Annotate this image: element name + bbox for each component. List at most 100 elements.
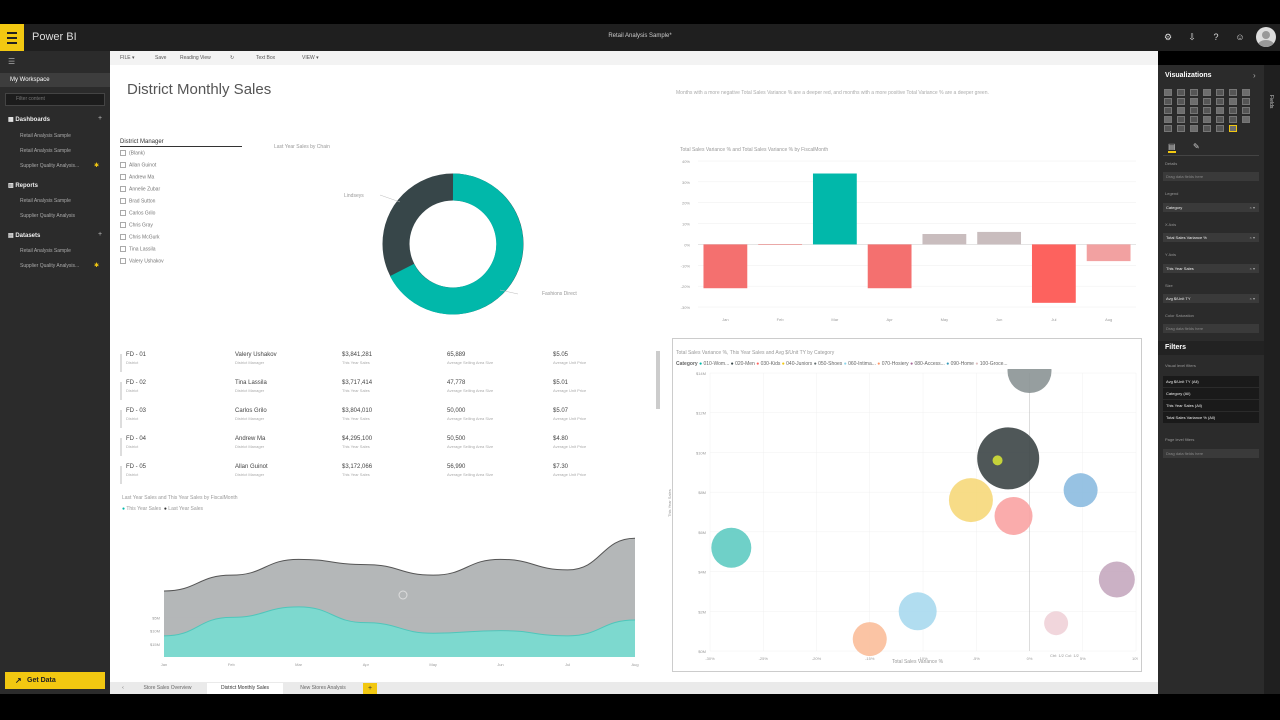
cards-scrollbar[interactable] <box>656 351 660 409</box>
filter-item[interactable]: Avg $/Unit TY (All) <box>1163 376 1259 387</box>
visual-type-icon[interactable] <box>1177 116 1185 123</box>
filter-item[interactable]: Total Sales Variance % (All) <box>1163 412 1259 423</box>
legend-item[interactable]: ● 060-Intima... <box>843 361 876 367</box>
scatter-bubble[interactable] <box>1063 473 1098 508</box>
card-row[interactable]: FD - 02 District Tina Lassila District Mana… <box>120 380 650 408</box>
visual-type-icon[interactable] <box>1216 89 1224 96</box>
refresh-icon[interactable]: ↻ <box>230 55 235 61</box>
legend-item[interactable]: ● 050-Shoes <box>813 361 843 367</box>
visual-type-icon[interactable] <box>1216 116 1224 123</box>
checkbox-icon[interactable] <box>120 198 126 204</box>
visual-type-icon[interactable] <box>1203 107 1211 114</box>
details-well[interactable]: Drag data fields here <box>1163 172 1259 181</box>
nav-dashboard-item[interactable]: Retail Analysis Sample <box>20 133 71 139</box>
visual-type-icon[interactable] <box>1164 98 1172 105</box>
slicer-item[interactable]: (Blank) <box>120 150 145 156</box>
scatter-bubble[interactable] <box>1044 611 1069 636</box>
slicer-item[interactable]: Annelie Zubar <box>120 186 160 192</box>
visual-type-icon[interactable] <box>1177 125 1185 132</box>
avatar[interactable] <box>1256 27 1276 47</box>
slicer-item[interactable]: Allan Guinot <box>120 162 156 168</box>
checkbox-icon[interactable] <box>120 246 126 252</box>
legend-well[interactable]: Category × ▾ <box>1163 203 1259 212</box>
scatter-bubble[interactable] <box>852 622 887 657</box>
nav-section-dashboards[interactable]: ▦ Dashboards <box>8 117 51 123</box>
fields-pane-collapsed[interactable]: Fields <box>1264 65 1280 694</box>
visual-type-icon[interactable] <box>1216 98 1224 105</box>
donut-chart[interactable] <box>340 160 570 330</box>
nav-dataset-item[interactable]: Supplier Quality Analysis... <box>20 263 80 269</box>
visual-type-icon[interactable] <box>1229 98 1237 105</box>
bar-chart[interactable]: 40% 30% 20% 10% 0% -10% -20% -30% Jan Feb Mar Apr Ma… <box>676 155 1142 325</box>
visual-type-icon[interactable] <box>1242 107 1250 114</box>
checkbox-icon[interactable] <box>120 162 126 168</box>
card-row[interactable]: FD - 05 District Allan Guinot District Mana… <box>120 464 650 492</box>
checkbox-icon[interactable] <box>120 186 126 192</box>
visual-type-icon[interactable] <box>1229 125 1237 132</box>
visual-type-icon[interactable] <box>1164 125 1172 132</box>
nav-search-input[interactable]: Filter content <box>5 93 105 106</box>
visual-type-icon[interactable] <box>1164 116 1172 123</box>
legend-item[interactable]: ● 020-Men <box>730 361 755 367</box>
filter-item[interactable]: This Year Sales (All) <box>1163 400 1259 411</box>
slicer-item[interactable]: Chris McGurk <box>120 234 160 240</box>
nav-section-reports[interactable]: ▥ Reports <box>8 183 39 189</box>
visual-type-icon[interactable] <box>1177 98 1185 105</box>
add-dataset-icon[interactable]: + <box>98 231 103 238</box>
nav-dashboard-item[interactable]: Retail Analysis Sample <box>20 148 71 154</box>
visual-type-icon[interactable] <box>1190 107 1198 114</box>
text-box-button[interactable]: Text Box <box>256 55 276 61</box>
scatter-visual-frame[interactable] <box>672 338 1142 672</box>
visual-type-icon[interactable] <box>1203 89 1211 96</box>
scatter-bubble[interactable] <box>977 427 1040 490</box>
remove-field-icon[interactable]: × ▾ <box>1249 205 1255 210</box>
page-filters-well[interactable]: Drag data fields here <box>1163 449 1259 458</box>
visual-type-icon[interactable] <box>1242 116 1250 123</box>
fields-tab-icon[interactable]: ▤ <box>1168 142 1176 153</box>
color-sat-well[interactable]: Drag data fields here <box>1163 324 1259 333</box>
checkbox-icon[interactable] <box>120 150 126 156</box>
visual-type-icon[interactable] <box>1190 98 1198 105</box>
get-data-button[interactable]: ↗ Get Data <box>5 672 105 689</box>
scatter-bubble[interactable] <box>898 592 937 631</box>
scatter-bubble[interactable] <box>948 478 993 523</box>
legend-item[interactable]: ● 010-Wom... <box>699 361 730 367</box>
reading-view-button[interactable]: Reading View <box>180 55 211 61</box>
yaxis-well[interactable]: This Year Sales × ▾ <box>1163 264 1259 273</box>
legend-item[interactable]: ● 040-Juniors <box>781 361 813 367</box>
slicer-item[interactable]: Andrew Ma <box>120 174 154 180</box>
scatter-bubble[interactable] <box>1007 369 1052 394</box>
remove-field-icon[interactable]: × ▾ <box>1249 235 1255 240</box>
xaxis-well[interactable]: Total Sales Variance % × ▾ <box>1163 233 1259 242</box>
legend-item[interactable]: ● 070-Hosiery <box>877 361 909 367</box>
my-workspace[interactable]: My Workspace <box>0 73 110 87</box>
smiley-icon[interactable]: ☺ <box>1235 32 1245 42</box>
checkbox-icon[interactable] <box>120 210 126 216</box>
visual-type-icon[interactable] <box>1177 107 1185 114</box>
area-chart[interactable]: $5M $10M $15M Jan Feb Mar Apr May Jun Jul Aug <box>120 515 650 673</box>
nav-section-datasets[interactable]: ▤ Datasets <box>8 233 41 239</box>
collapse-pane-icon[interactable]: › <box>1253 71 1256 80</box>
save-button[interactable]: Save <box>155 55 167 61</box>
visual-type-icon[interactable] <box>1177 89 1185 96</box>
visual-type-icon[interactable] <box>1242 98 1250 105</box>
collapse-nav-icon[interactable]: ☰ <box>8 57 16 66</box>
scatter-bubble[interactable] <box>1098 561 1135 598</box>
size-well[interactable]: Avg $/Unit TY × ▾ <box>1163 294 1259 303</box>
app-launcher-icon[interactable] <box>0 24 24 51</box>
visual-type-icon[interactable] <box>1190 116 1198 123</box>
prev-page-icon[interactable]: ‹ <box>122 685 124 691</box>
nav-report-item[interactable]: Supplier Quality Analysis <box>20 213 76 219</box>
visual-type-icon[interactable] <box>1164 89 1172 96</box>
scatter-bubble[interactable] <box>994 496 1033 535</box>
visual-type-icon[interactable] <box>1190 89 1198 96</box>
legend-item[interactable]: ● 100-Groce... <box>975 361 1008 367</box>
checkbox-icon[interactable] <box>120 174 126 180</box>
visual-type-icon[interactable] <box>1242 89 1250 96</box>
slicer-item[interactable]: Chris Gray <box>120 222 153 228</box>
visual-type-icon[interactable] <box>1203 116 1211 123</box>
visual-type-icon[interactable] <box>1229 107 1237 114</box>
checkbox-icon[interactable] <box>120 258 126 264</box>
nav-dashboard-item[interactable]: Supplier Quality Analysis... <box>20 163 80 169</box>
checkbox-icon[interactable] <box>120 222 126 228</box>
